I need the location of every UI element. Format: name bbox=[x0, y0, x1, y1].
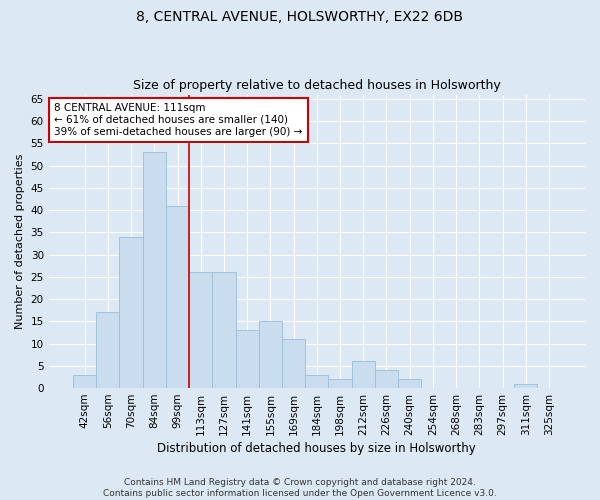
Bar bbox=[375, 370, 398, 388]
Bar bbox=[259, 322, 282, 388]
Bar bbox=[352, 362, 375, 388]
Title: Size of property relative to detached houses in Holsworthy: Size of property relative to detached ho… bbox=[133, 79, 501, 92]
Bar bbox=[143, 152, 166, 388]
Bar bbox=[305, 374, 328, 388]
Bar bbox=[73, 374, 96, 388]
Bar bbox=[236, 330, 259, 388]
Bar bbox=[282, 339, 305, 388]
Bar bbox=[166, 206, 189, 388]
Bar bbox=[212, 272, 236, 388]
Bar bbox=[119, 237, 143, 388]
Bar bbox=[189, 272, 212, 388]
Bar bbox=[514, 384, 538, 388]
Bar bbox=[398, 379, 421, 388]
X-axis label: Distribution of detached houses by size in Holsworthy: Distribution of detached houses by size … bbox=[157, 442, 476, 455]
Text: 8 CENTRAL AVENUE: 111sqm
← 61% of detached houses are smaller (140)
39% of semi-: 8 CENTRAL AVENUE: 111sqm ← 61% of detach… bbox=[54, 104, 302, 136]
Bar bbox=[328, 379, 352, 388]
Bar bbox=[96, 312, 119, 388]
Text: 8, CENTRAL AVENUE, HOLSWORTHY, EX22 6DB: 8, CENTRAL AVENUE, HOLSWORTHY, EX22 6DB bbox=[137, 10, 464, 24]
Y-axis label: Number of detached properties: Number of detached properties bbox=[15, 154, 25, 329]
Text: Contains HM Land Registry data © Crown copyright and database right 2024.
Contai: Contains HM Land Registry data © Crown c… bbox=[103, 478, 497, 498]
